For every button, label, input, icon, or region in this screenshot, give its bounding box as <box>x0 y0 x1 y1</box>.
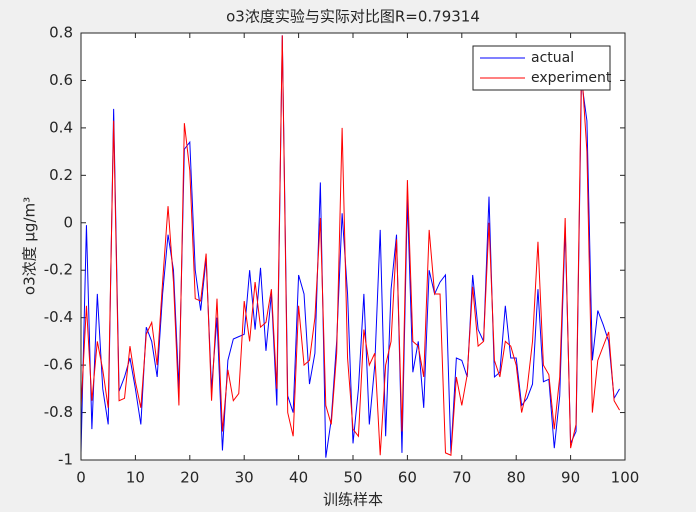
legend-label: actual <box>531 50 574 66</box>
x-tick-label: 60 <box>398 469 417 487</box>
y-tick-label: 0.4 <box>49 118 73 136</box>
x-tick-label: 50 <box>343 469 362 487</box>
x-tick-label: 80 <box>507 469 526 487</box>
y-tick-label: 0 <box>63 213 73 231</box>
y-tick-label: 0.2 <box>49 166 73 184</box>
y-tick-label: 0.8 <box>49 24 73 42</box>
plot-area <box>81 33 625 460</box>
x-tick-label: 0 <box>76 469 86 487</box>
y-tick-label: -1 <box>58 451 73 469</box>
legend-box <box>472 45 611 91</box>
x-tick-label: 100 <box>611 469 640 487</box>
y-tick-label: 0.6 <box>49 71 73 89</box>
x-tick-label: 90 <box>561 469 580 487</box>
data-line <box>81 35 620 458</box>
data-line <box>81 35 620 456</box>
x-tick-label: 70 <box>452 469 471 487</box>
y-axis-label: o3浓度 μg/m³ <box>21 197 39 295</box>
x-tick-label: 40 <box>289 469 308 487</box>
x-tick-label: 30 <box>235 469 254 487</box>
x-axis-label: 训练样本 <box>323 491 383 509</box>
x-tick-label: 10 <box>126 469 145 487</box>
y-tick-label: -0.8 <box>44 403 73 421</box>
axes-box <box>80 32 626 461</box>
y-tick-label: -0.6 <box>44 356 73 374</box>
x-tick-label: 20 <box>180 469 199 487</box>
y-tick-label: -0.2 <box>44 261 73 279</box>
chart-title: o3浓度实验与实际对比图R=0.79314 <box>226 8 480 26</box>
legend-label: experiment <box>531 70 612 86</box>
y-tick-label: -0.4 <box>44 308 73 326</box>
plot-lines <box>81 35 620 458</box>
